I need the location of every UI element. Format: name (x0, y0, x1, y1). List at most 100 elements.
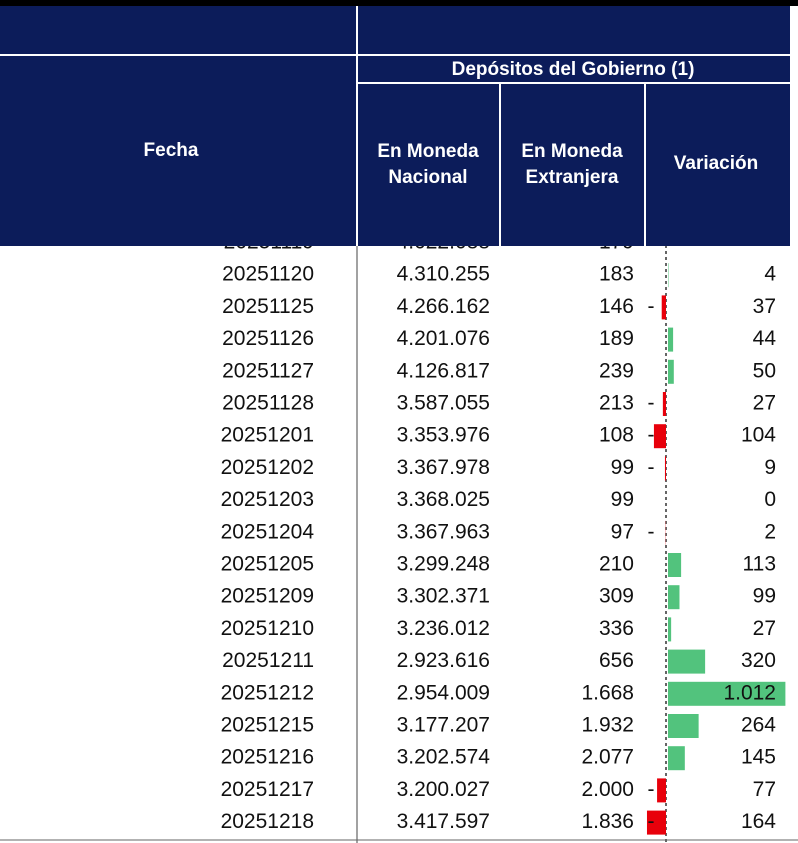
variation-label: 27 (753, 392, 776, 415)
variation-label: 2 (764, 520, 776, 543)
variation-bar (664, 456, 666, 481)
extranjera-cell: 97 (611, 520, 634, 543)
extranjera-cell: 2.000 (581, 778, 634, 801)
column-header: En Moneda Nacional (377, 141, 479, 188)
extranjera-cell: 656 (599, 649, 634, 672)
variation-label: 264 (741, 714, 776, 737)
extranjera-cell: 239 (599, 359, 634, 382)
fecha-cell: 20251203 (221, 488, 314, 511)
nacional-cell: 3.368.025 (397, 488, 490, 511)
variation-label: 99 (753, 585, 776, 608)
column-header: Fecha (144, 140, 199, 161)
nacional-cell: 3.367.963 (397, 520, 490, 543)
fecha-cell: 20251120 (222, 263, 314, 286)
extranjera-cell: 146 (599, 295, 634, 318)
variation-bar (653, 424, 666, 449)
extranjera-cell: 108 (599, 424, 634, 447)
variation-label: 0 (764, 488, 776, 511)
variation-label: 145 (741, 746, 776, 769)
extranjera-cell: 189 (599, 327, 634, 350)
extranjera-cell: 1.932 (581, 714, 634, 737)
variation-bar (661, 295, 666, 320)
variation-sign: - (648, 810, 655, 833)
extranjera-cell: 99 (611, 456, 634, 479)
nacional-cell: 4.266.162 (397, 295, 490, 318)
header: Depósitos del Gobierno (1) Fecha En Mone… (0, 0, 798, 246)
variation-bar (662, 392, 666, 416)
variation-bar (668, 359, 674, 384)
fecha-cell: 20251127 (222, 359, 314, 382)
nacional-cell: 3.177.207 (397, 714, 490, 737)
header-edge (790, 6, 798, 246)
fecha-cell: 20251209 (221, 585, 314, 608)
variation-label: 50 (753, 359, 776, 382)
fecha-cell: 20251201 (221, 424, 314, 447)
group-header: Depósitos del Gobierno (1) (452, 59, 695, 80)
extranjera-cell: 1.668 (581, 681, 634, 704)
variation-label: 37 (753, 295, 776, 318)
fecha-cell: 20251217 (221, 778, 314, 801)
variation-label: 1.012 (723, 681, 776, 704)
nacional-cell: 3.587.055 (397, 392, 490, 415)
fecha-cell: 20251216 (221, 746, 314, 769)
fecha-cell: 20251218 (221, 810, 314, 833)
column-header: En Moneda Extranjera (521, 141, 623, 188)
variation-bar (668, 327, 674, 352)
extranjera-cell: 309 (599, 585, 634, 608)
nacional-cell: 3.367.978 (397, 456, 490, 479)
nacional-cell: 4.126.817 (397, 359, 490, 382)
variation-bar (657, 778, 666, 803)
variation-sign: - (648, 520, 655, 543)
variation-label: 4 (764, 263, 776, 286)
variation-sign: - (648, 295, 655, 318)
variation-bar (646, 810, 666, 835)
variation-label: 113 (743, 553, 776, 576)
header-bg (0, 6, 790, 246)
variation-bar (668, 649, 706, 674)
nacional-cell: 3.299.248 (397, 553, 490, 576)
nacional-cell: 3.236.012 (397, 617, 490, 640)
fecha-cell: 20251202 (221, 456, 314, 479)
fecha-cell: 20251204 (221, 520, 315, 543)
variation-label: 104 (741, 424, 776, 447)
variation-label: 77 (753, 778, 776, 801)
fecha-cell: 20251126 (222, 327, 314, 350)
extranjera-cell: 213 (599, 392, 634, 415)
nacional-cell: 3.353.976 (397, 424, 490, 447)
variation-label: 44 (753, 327, 777, 350)
variation-bar (668, 617, 672, 642)
extranjera-cell: 336 (599, 617, 634, 640)
variation-bar (668, 714, 699, 738)
extranjera-cell: 183 (599, 263, 634, 286)
variation-label: 164 (741, 810, 776, 833)
fecha-cell: 20251128 (222, 392, 314, 415)
column-header: Variación (674, 153, 759, 174)
extranjera-cell: 2.077 (581, 746, 634, 769)
fecha-cell: 20251205 (221, 553, 314, 576)
variation-bar (668, 585, 680, 610)
extranjera-cell: 210 (599, 553, 634, 576)
nacional-cell: 4.310.255 (397, 263, 490, 286)
nacional-cell: 2.923.616 (397, 649, 490, 672)
fecha-cell: 20251210 (221, 617, 314, 640)
variation-label: 320 (741, 649, 776, 672)
variation-bar (668, 681, 786, 706)
variation-label: 9 (764, 456, 776, 479)
variation-bar (668, 553, 682, 577)
bars (646, 263, 786, 835)
nacional-cell: 3.417.597 (397, 810, 490, 833)
fecha-cell: 20251211 (222, 649, 314, 672)
nacional-cell: 4.201.076 (397, 327, 490, 350)
variation-label: 27 (753, 617, 776, 640)
extranjera-cell: 99 (611, 488, 634, 511)
nacional-cell: 3.202.574 (397, 746, 491, 769)
fecha-cell: 20251212 (221, 681, 314, 704)
fecha-cell: 20251215 (221, 714, 314, 737)
nacional-cell: 2.954.009 (397, 681, 490, 704)
variation-sign: - (648, 392, 655, 415)
nacional-cell: 3.302.371 (397, 585, 490, 608)
variation-sign: - (648, 424, 655, 447)
top-bar (0, 0, 798, 6)
variation-sign: - (648, 778, 655, 801)
